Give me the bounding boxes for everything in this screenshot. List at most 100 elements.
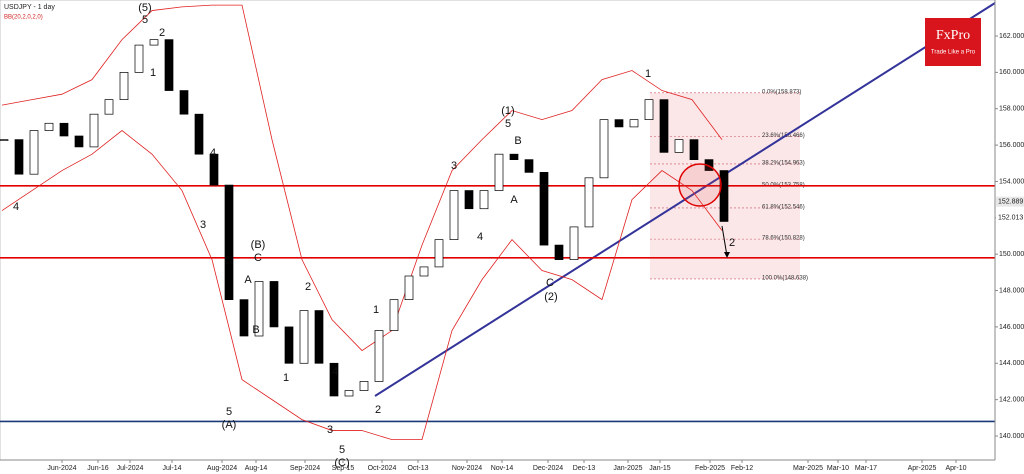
fib-label: 38.2%(154.963) (762, 161, 805, 167)
x-tick-label: Feb-12 (731, 465, 753, 472)
x-tick-label: Nov-2024 (452, 465, 482, 472)
candle (689, 139, 699, 160)
candle (179, 90, 189, 115)
candle (89, 113, 99, 148)
candle (659, 99, 669, 153)
candle (389, 299, 399, 331)
x-tick-label: Apr-10 (945, 465, 966, 472)
wave-label: 1 (645, 68, 651, 80)
candle (14, 139, 24, 175)
logo-brand: FxPro (936, 28, 970, 43)
candle (404, 275, 414, 300)
candle (164, 39, 174, 91)
candle (104, 99, 114, 115)
candle (629, 119, 639, 128)
wave-label: (1) (501, 105, 514, 117)
fib-label: 100.0%(148.638) (762, 276, 808, 282)
wave-label: 3 (200, 219, 206, 231)
candle (374, 330, 384, 382)
y-tick-label: 146.000 (999, 324, 1024, 331)
wave-label: 4 (13, 201, 19, 213)
candle (674, 139, 684, 153)
candle (149, 39, 159, 46)
candle (29, 130, 39, 175)
candle (494, 153, 504, 191)
x-tick-label: Sep-15 (332, 465, 355, 472)
candle (479, 190, 489, 210)
candle (509, 153, 519, 160)
wave-label: 3 (327, 424, 333, 436)
wave-label: 4 (210, 147, 216, 159)
y-tick-label: 150.000 (999, 251, 1024, 258)
y-tick-label: 140.000 (999, 433, 1024, 440)
price-tag (996, 212, 1024, 223)
x-tick-label: Mar-2025 (793, 465, 823, 472)
candle (599, 119, 609, 179)
candle (569, 226, 579, 260)
candle (74, 135, 84, 148)
candle (44, 122, 54, 131)
fib-label: 0.0%(158.873) (762, 89, 801, 95)
x-tick-label: Nov-14 (491, 465, 514, 472)
candle (524, 159, 534, 173)
y-tick-label: 158.000 (999, 106, 1024, 113)
wave-label: (5) (138, 2, 151, 14)
candle (449, 190, 459, 240)
x-tick-label: Jul-14 (162, 465, 181, 472)
wave-label: C (546, 277, 554, 289)
candle (59, 122, 69, 137)
candle (0, 139, 9, 141)
x-tick-label: Mar-10 (827, 465, 849, 472)
wave-label: (A) (222, 419, 237, 431)
x-tick-label: Jul-2024 (117, 465, 144, 472)
indicator-label: BB(20,2,0,2,0) (4, 15, 43, 21)
x-tick-label: Feb-2025 (695, 465, 725, 472)
wave-label: 2 (305, 281, 311, 293)
candle (359, 381, 369, 391)
candle (554, 244, 564, 260)
y-tick-label: 142.000 (999, 396, 1024, 403)
candle (209, 153, 219, 186)
candle (269, 281, 279, 328)
candle (344, 390, 354, 397)
fib-label: 78.6%(150.828) (762, 236, 805, 242)
candle (329, 362, 339, 397)
candle (539, 172, 549, 246)
wave-label: 2 (375, 404, 381, 416)
candle (134, 44, 144, 73)
wave-label: 5 (505, 118, 511, 130)
y-tick-label: 156.000 (999, 142, 1024, 149)
logo-tagline: Trade Like a Pro (931, 50, 976, 56)
x-tick-label: Apr-2025 (908, 465, 937, 472)
wave-label: (C) (334, 457, 349, 469)
y-tick-label: 160.000 (999, 69, 1024, 76)
wave-label: (2) (544, 291, 557, 303)
x-tick-label: Sep-2024 (290, 465, 320, 472)
wave-label: 3 (451, 160, 457, 172)
price-tag-label: 152.013 (998, 214, 1023, 221)
projection-arrow (721, 225, 728, 257)
x-tick-label: Dec-13 (573, 465, 596, 472)
candle (614, 119, 624, 128)
candle (119, 72, 129, 100)
candle (254, 281, 264, 337)
wave-label: (B) (251, 239, 266, 251)
fib-label: 61.8%(152.546) (762, 204, 805, 210)
candle (284, 326, 294, 364)
bollinger-band (1, 4, 723, 352)
x-tick-label: Aug-14 (245, 465, 268, 472)
price-tag-label: 152.889 (998, 198, 1023, 205)
candle (584, 177, 594, 228)
candle (239, 299, 249, 337)
wave-label: A (510, 194, 518, 206)
x-tick-label: Jun-16 (87, 465, 109, 472)
candle (464, 190, 474, 210)
wave-label: B (252, 324, 259, 336)
x-tick-label: Oct-13 (407, 465, 428, 472)
candle (314, 310, 324, 364)
wave-label: 1 (150, 67, 156, 79)
wave-label: B (514, 135, 521, 147)
logo-box (925, 18, 981, 66)
wave-label: 2 (729, 237, 735, 249)
candle (224, 184, 234, 300)
